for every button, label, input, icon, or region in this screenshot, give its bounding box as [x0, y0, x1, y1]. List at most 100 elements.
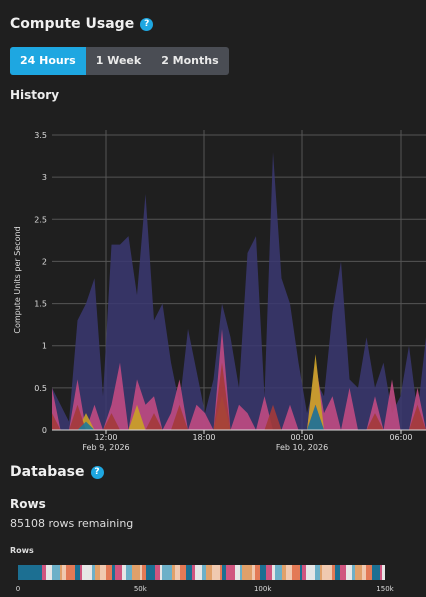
- rows-segment: [86, 565, 92, 580]
- rows-segment: [162, 565, 166, 580]
- rows-segment: [315, 565, 320, 580]
- rows-segment: [295, 565, 300, 580]
- rows-segment: [106, 565, 112, 580]
- series-area: [52, 404, 426, 430]
- rows-segment: [62, 565, 66, 580]
- rows-segment: [135, 565, 140, 580]
- rows-segment: [222, 565, 226, 580]
- tab-2-months[interactable]: 2 Months: [161, 54, 219, 67]
- rows-bar-label: Rows: [10, 546, 34, 555]
- rows-segment: [120, 565, 122, 580]
- x-tick-label: 00:00: [290, 433, 313, 442]
- rows-segment: [46, 565, 52, 580]
- rows-segment: [346, 565, 352, 580]
- y-tick-label: 3.5: [34, 131, 47, 140]
- x-date-label: Feb 9, 2026: [82, 443, 129, 452]
- series-area: [52, 328, 426, 430]
- database-title: Database: [10, 464, 85, 480]
- x-tick-label: 18:00: [192, 433, 215, 442]
- rows-remaining-text: 85108 rows remaining: [10, 517, 134, 530]
- rows-segment: [92, 565, 95, 580]
- help-icon[interactable]: ?: [140, 17, 154, 31]
- database-heading: Database ?: [10, 464, 104, 480]
- y-tick-label: 0: [42, 426, 47, 435]
- rows-segment: [262, 565, 266, 580]
- rows-segment: [255, 565, 260, 580]
- rows-segment: [272, 565, 275, 580]
- rows-segment: [292, 565, 295, 580]
- rows-segment: [142, 565, 146, 580]
- rows-segment: [182, 565, 186, 580]
- rows-segment: [60, 565, 62, 580]
- rows-segment: [342, 565, 346, 580]
- rows-segment: [115, 565, 120, 580]
- rows-segment: [180, 565, 182, 580]
- rows-segment: [206, 565, 212, 580]
- rows-segment: [95, 565, 100, 580]
- rows-tick-label: 50k: [134, 585, 148, 593]
- rows-segment: [240, 565, 242, 580]
- y-tick-label: 1.5: [34, 300, 47, 309]
- history-title: History: [10, 88, 60, 102]
- tab-24-hours[interactable]: 24 Hours: [10, 47, 86, 75]
- rows-segment: [226, 565, 232, 580]
- rows-segment: [75, 565, 80, 580]
- rows-segment: [166, 565, 172, 580]
- rows-segment: [375, 565, 380, 580]
- rows-segment: [195, 565, 200, 580]
- tab-1-week[interactable]: 1 Week: [95, 54, 142, 67]
- rows-segment: [200, 565, 202, 580]
- rows-segment: [246, 565, 252, 580]
- rows-segment: [235, 565, 240, 580]
- help-icon[interactable]: ?: [90, 465, 104, 479]
- rows-segment: [192, 565, 195, 580]
- rows-segment: [100, 565, 102, 580]
- rows-segment: [260, 565, 262, 580]
- rows-segment: [306, 565, 312, 580]
- rows-segment: [66, 565, 72, 580]
- rows-segment: [372, 565, 375, 580]
- rows-segment: [102, 565, 106, 580]
- rows-segment: [380, 565, 382, 580]
- rows-segment: [322, 565, 326, 580]
- rows-segment: [146, 565, 152, 580]
- compute-usage-heading: Compute Usage ?: [10, 16, 154, 32]
- rows-segment: [215, 565, 220, 580]
- rows-segment: [362, 565, 366, 580]
- x-date-label: Feb 10, 2026: [276, 443, 328, 452]
- rows-tick-label: 0: [16, 585, 20, 593]
- rows-segment: [212, 565, 215, 580]
- rows-segment: [352, 565, 355, 580]
- rows-segment: [175, 565, 180, 580]
- rows-segment: [302, 565, 306, 580]
- rows-segment: [55, 565, 60, 580]
- rows-usage-bar: 0 50k 100k 150k: [16, 565, 395, 593]
- time-range-tabs: 24 Hours 1 Week 2 Months: [10, 47, 229, 75]
- rows-segment: [282, 565, 286, 580]
- rows-segment: [360, 565, 362, 580]
- x-tick-label: 12:00: [94, 433, 117, 442]
- rows-segment: [160, 565, 162, 580]
- series-area: [52, 151, 426, 430]
- rows-segment: [202, 565, 206, 580]
- rows-tick-label: 100k: [254, 585, 272, 593]
- rows-segment: [220, 565, 222, 580]
- rows-segment: [382, 565, 385, 580]
- rows-segment: [82, 565, 86, 580]
- rows-segment: [72, 565, 75, 580]
- rows-segment: [122, 565, 126, 580]
- rows-segment: [152, 565, 155, 580]
- y-tick-label: 2.5: [34, 215, 47, 224]
- rows-segment: [42, 565, 46, 580]
- rows-segment: [300, 565, 302, 580]
- y-axis-label: Compute Units per Second: [13, 226, 22, 333]
- rows-segment: [18, 565, 42, 580]
- rows-segment: [132, 565, 135, 580]
- rows-segment: [80, 565, 82, 580]
- rows-segment: [266, 565, 272, 580]
- series-area: [52, 354, 426, 430]
- rows-segment: [186, 565, 192, 580]
- rows-title: Rows: [10, 497, 46, 511]
- y-tick-label: 0.5: [34, 384, 47, 393]
- y-tick-label: 1: [42, 342, 47, 351]
